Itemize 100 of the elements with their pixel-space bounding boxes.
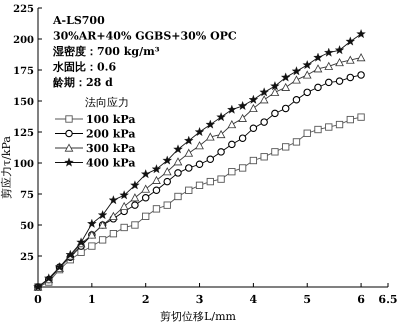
point bbox=[324, 62, 333, 70]
point bbox=[195, 127, 204, 136]
point bbox=[302, 60, 312, 69]
x-tick-label: 4 bbox=[250, 293, 258, 306]
point bbox=[109, 212, 118, 220]
point bbox=[206, 120, 215, 128]
point bbox=[271, 148, 279, 156]
point bbox=[313, 52, 323, 62]
x-axis-title: 剪切位移L/mm bbox=[160, 310, 237, 323]
x-tick-label: 5 bbox=[303, 293, 312, 306]
point bbox=[357, 113, 365, 121]
point bbox=[250, 124, 258, 132]
point bbox=[238, 114, 247, 122]
point bbox=[142, 212, 150, 220]
point bbox=[292, 76, 301, 84]
point bbox=[195, 142, 204, 150]
point bbox=[356, 54, 366, 62]
point bbox=[346, 36, 355, 46]
point bbox=[292, 96, 300, 104]
point bbox=[282, 83, 290, 91]
y-tick-label: 175 bbox=[13, 66, 34, 77]
point bbox=[184, 136, 194, 145]
point bbox=[142, 184, 150, 193]
point bbox=[282, 104, 290, 112]
point bbox=[173, 144, 183, 154]
point bbox=[196, 160, 204, 168]
point bbox=[142, 194, 150, 202]
point bbox=[250, 156, 258, 164]
point bbox=[184, 148, 193, 157]
point bbox=[131, 201, 139, 209]
point bbox=[152, 186, 160, 194]
y-tick-label: 200 bbox=[13, 35, 34, 46]
point bbox=[314, 126, 322, 134]
point bbox=[228, 140, 236, 148]
point bbox=[292, 66, 301, 76]
point bbox=[325, 78, 333, 86]
legend-title: 法向应力 bbox=[85, 96, 129, 109]
x-tick-label: 2 bbox=[142, 293, 150, 306]
point bbox=[152, 176, 161, 184]
point bbox=[130, 180, 140, 190]
y-tick-label: 25 bbox=[20, 252, 34, 263]
point bbox=[228, 120, 236, 128]
point bbox=[260, 96, 268, 104]
point bbox=[185, 164, 193, 172]
point bbox=[141, 169, 150, 178]
point bbox=[314, 84, 322, 92]
point bbox=[174, 192, 182, 200]
point bbox=[206, 156, 214, 164]
point bbox=[130, 194, 140, 202]
legend-label: 300 kPa bbox=[86, 142, 136, 155]
point bbox=[185, 186, 192, 194]
point bbox=[206, 178, 214, 186]
point bbox=[110, 230, 118, 238]
point bbox=[292, 138, 300, 146]
point bbox=[120, 224, 128, 232]
point bbox=[228, 168, 236, 176]
point bbox=[249, 104, 258, 112]
point bbox=[108, 195, 118, 204]
x-tick-label: 3 bbox=[196, 293, 204, 306]
point bbox=[335, 45, 344, 54]
point bbox=[216, 112, 226, 121]
y-tick-label: 50 bbox=[20, 221, 34, 232]
y-tick-label: 150 bbox=[13, 97, 34, 108]
point bbox=[282, 143, 290, 151]
legend-label: 100 kPa bbox=[86, 113, 136, 126]
point bbox=[346, 116, 354, 124]
y-tick-label: 75 bbox=[20, 190, 34, 201]
point bbox=[98, 210, 108, 219]
point bbox=[174, 169, 182, 177]
point bbox=[335, 58, 344, 66]
point bbox=[163, 168, 172, 176]
point bbox=[163, 178, 171, 186]
point bbox=[217, 148, 225, 156]
point bbox=[196, 182, 204, 189]
point bbox=[162, 156, 172, 164]
point bbox=[325, 123, 332, 131]
y-tick-label: 100 bbox=[13, 159, 34, 170]
legend-label: 400 kPa bbox=[86, 156, 136, 170]
point bbox=[260, 118, 268, 126]
point bbox=[346, 56, 354, 64]
y-tick-label: 225 bbox=[13, 4, 34, 15]
legend-label: 200 kPa bbox=[86, 128, 136, 140]
point bbox=[131, 221, 139, 229]
x-tick-label: 6 bbox=[357, 293, 366, 306]
point bbox=[260, 88, 269, 96]
point bbox=[152, 164, 161, 174]
annotation: 湿密度：700 kg/m³ bbox=[52, 45, 160, 58]
point bbox=[152, 205, 160, 213]
point bbox=[238, 101, 248, 110]
point bbox=[304, 130, 311, 137]
y-tick-label: 125 bbox=[13, 128, 34, 139]
annotation: 龄期：28 d bbox=[52, 76, 114, 89]
point bbox=[164, 202, 171, 209]
x-tick-label: 0 bbox=[34, 293, 42, 306]
annotation: 水固比：0.6 bbox=[52, 60, 116, 74]
point bbox=[174, 158, 182, 166]
point bbox=[303, 88, 311, 96]
point bbox=[303, 70, 312, 79]
point bbox=[206, 132, 214, 141]
point bbox=[357, 71, 365, 79]
